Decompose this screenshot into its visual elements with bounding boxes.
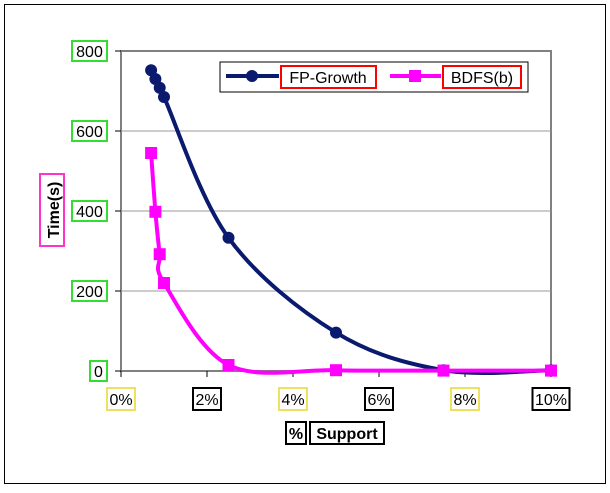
y-axis-tick-labels: 0 200 400 600 800 <box>71 40 121 382</box>
y-tick: 200 <box>71 280 121 302</box>
data-point-fp-growth <box>153 81 166 94</box>
y-tick-label: 200 <box>76 284 103 301</box>
legend-entry-bdfs: BDFS(b) <box>390 65 522 89</box>
x-axis-label-percent: % <box>289 426 303 443</box>
x-tick: 6% <box>364 387 394 411</box>
legend-label-bdfs: BDFS(b) <box>451 70 513 87</box>
legend: FP-Growth BDFS(b) <box>219 61 529 93</box>
x-tick: 0% <box>106 387 136 411</box>
gridlines <box>121 130 551 292</box>
y-tick: 600 <box>71 120 121 142</box>
y-tick: 800 <box>71 40 121 62</box>
y-tick-label: 600 <box>76 124 103 141</box>
x-tick: 2% <box>192 387 222 411</box>
x-axis-tick-labels: 0% 2% 4% 6% 8% 10% <box>106 387 571 411</box>
data-point-fp-growth <box>158 91 170 103</box>
x-axis-title: % Support <box>285 421 385 445</box>
legend-marker-bdfs <box>409 70 421 82</box>
series-layer <box>145 64 557 377</box>
y-axis-label: Time(s) <box>46 182 63 239</box>
y-tick-label: 400 <box>76 204 103 221</box>
data-point-fp-growth <box>222 231 235 244</box>
x-tick: 4% <box>278 387 308 411</box>
data-point-bdfs-b <box>437 364 450 377</box>
y-tick-label: 0 <box>94 364 103 381</box>
data-point-bdfs-b <box>149 205 162 218</box>
y-tick: 0 <box>89 360 121 382</box>
series-bdfs-b <box>145 147 557 377</box>
x-axis-label-support: Support <box>316 426 378 443</box>
x-tick: 8% <box>450 387 480 411</box>
data-point-bdfs-b <box>158 277 170 289</box>
data-point-bdfs-b <box>145 147 158 159</box>
y-axis-title: Time(s) <box>39 173 65 247</box>
y-tick: 400 <box>71 200 121 222</box>
data-point-bdfs-b <box>153 248 166 261</box>
legend-marker-fp-growth <box>246 70 258 82</box>
x-tick-label: 2% <box>195 392 218 409</box>
data-point-bdfs-b <box>545 364 557 377</box>
x-tick: 10% <box>531 387 571 411</box>
x-tick-label: 8% <box>453 392 476 409</box>
legend-label-fp-growth: FP-Growth <box>289 70 366 87</box>
data-point-fp-growth <box>330 326 342 339</box>
data-point-bdfs-b <box>222 359 235 371</box>
y-tick-label: 800 <box>76 44 103 61</box>
x-tick-label: 0% <box>109 392 132 409</box>
x-tick-label: 10% <box>535 392 567 409</box>
x-tick-label: 6% <box>367 392 390 409</box>
legend-entry-fp-growth: FP-Growth <box>226 65 377 89</box>
x-tick-label: 4% <box>281 392 304 409</box>
data-point-bdfs-b <box>330 364 342 377</box>
